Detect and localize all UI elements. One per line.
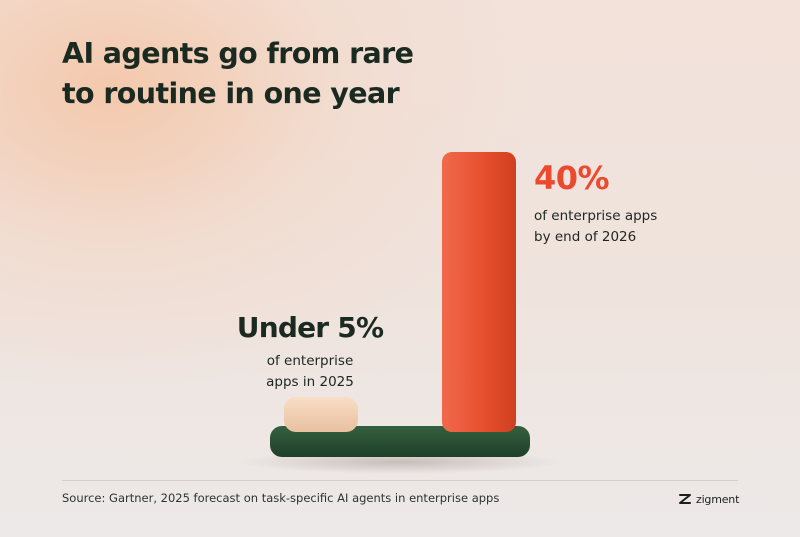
footer-divider xyxy=(62,480,738,481)
bar-2025 xyxy=(284,397,358,432)
value-label-high: 40% xyxy=(534,159,610,197)
callout-low: Under 5% of enterprise apps in 2025 xyxy=(200,308,420,393)
chart-base xyxy=(270,426,530,457)
callout-high: 40% of enterprise apps by end of 2026 xyxy=(534,156,657,248)
value-label-low: Under 5% xyxy=(236,311,384,344)
description-high: of enterprise apps by end of 2026 xyxy=(534,208,658,245)
description-low: of enterprise apps in 2025 xyxy=(266,353,354,390)
bar-2026 xyxy=(442,152,516,432)
bars xyxy=(284,152,516,432)
brand-name: zigment xyxy=(696,492,740,506)
chart-title: AI agents go from rare to routine in one… xyxy=(62,37,414,110)
zigment-logo-icon xyxy=(679,494,691,504)
brand[interactable]: zigment xyxy=(677,491,739,507)
source-note: Source: Gartner, 2025 forecast on task-s… xyxy=(62,491,500,505)
